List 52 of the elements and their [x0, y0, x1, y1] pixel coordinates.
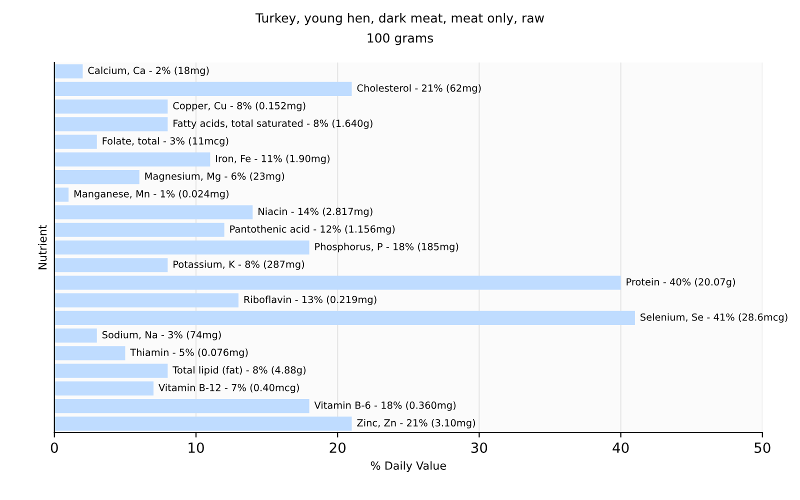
annotation: Fatty acids, total saturated - 8% (1.640g): [174, 119, 372, 129]
x-tick-label: 30: [471, 442, 488, 453]
bar: [54, 188, 69, 202]
y-axis-title: Nutrient: [38, 224, 47, 270]
bar: [54, 416, 352, 431]
bar: [54, 346, 126, 360]
annotation: Copper, Cu - 8% (0.152mg): [173, 102, 306, 112]
bar: [54, 364, 168, 378]
bar: [54, 276, 621, 290]
annotation: Potassium, K - 8% (287mg): [174, 260, 304, 270]
annotation: Thiamin - 5% (0.076mg): [130, 348, 248, 358]
bar: [54, 310, 635, 326]
chart-title: Turkey, young hen, dark meat, meat only, raw: [255, 13, 544, 26]
annotation: Selenium, Se - 41% (28.6mcg): [640, 313, 788, 323]
annotation: Vitamin B-12 - 7% (0.40mcg): [158, 384, 299, 394]
x-tick-label: 50: [754, 442, 770, 453]
annotation: Zinc, Zn - 21% (3.10mg): [357, 418, 476, 428]
bar: [54, 240, 310, 255]
annotation: Total lipid (fat) - 8% (4.88g): [172, 366, 306, 376]
bar: [54, 100, 168, 114]
annotation: Manganese, Mn - 1% (0.024mg): [74, 190, 228, 200]
annotation: Phosphorus, P - 18% (185mg): [315, 242, 458, 252]
annotation: Cholesterol - 21% (62mg): [357, 84, 481, 94]
bar: [54, 399, 310, 414]
bar: [54, 205, 253, 220]
bar: [54, 117, 168, 132]
annotation: Pantothenic acid - 12% (1.156mg): [230, 225, 395, 235]
bar: [54, 222, 224, 237]
annotation: Folate, total - 3% (11mcg): [102, 137, 228, 146]
annotation: Vitamin B-6 - 18% (0.360mg): [314, 401, 456, 411]
annotation: Sodium, Na - 3% (74mg): [102, 330, 221, 340]
chart-subtitle: 100 grams: [368, 33, 434, 46]
bar: [54, 293, 238, 308]
annotation: Magnesium, Mg - 6% (23mg): [145, 172, 284, 182]
x-tick-label: 0: [50, 442, 58, 453]
annotation: Calcium, Ca - 2% (18mg): [88, 66, 209, 76]
bar: [54, 152, 210, 166]
bar: [54, 258, 168, 272]
annotation: Niacin - 14% (2.817mg): [258, 208, 372, 217]
bar: [54, 82, 352, 96]
x-tick-label: 40: [612, 442, 629, 453]
bar: [54, 328, 97, 343]
bar: [54, 64, 83, 78]
x-tick-label: 20: [330, 442, 346, 453]
annotation: Riboflavin - 13% (0.219mg): [244, 296, 376, 306]
annotation: Protein - 40% (20.07g): [626, 278, 735, 288]
bar: [54, 170, 140, 184]
bar: [54, 134, 97, 149]
bar: [54, 381, 154, 396]
x-axis-title: % Daily Value: [370, 461, 446, 472]
x-tick-label: 10: [188, 442, 204, 453]
annotation: Iron, Fe - 11% (1.90mg): [216, 154, 330, 164]
